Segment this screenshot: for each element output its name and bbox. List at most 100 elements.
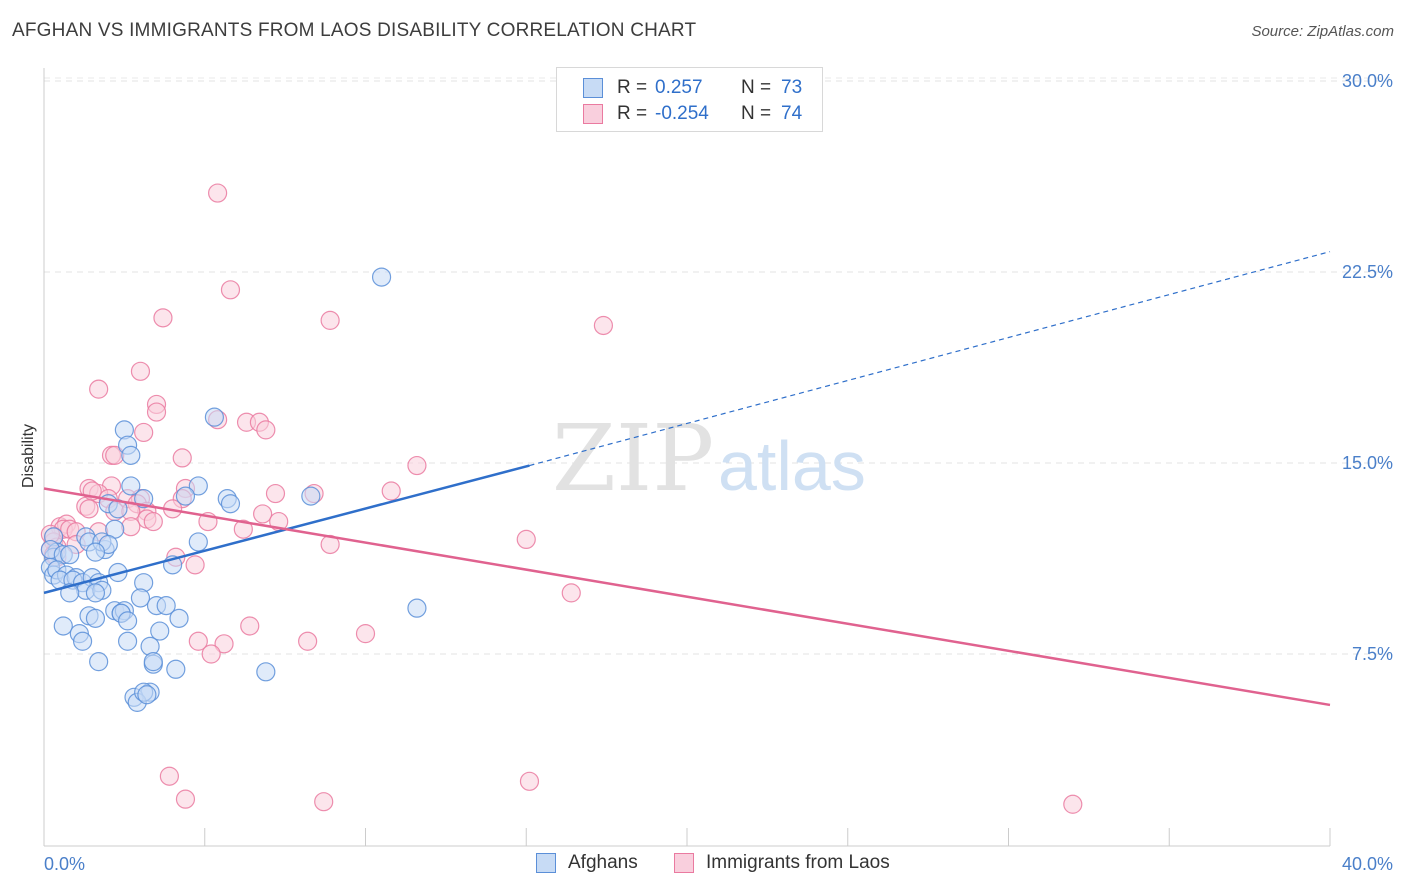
laos-point — [593, 315, 614, 336]
legend-swatch-laos — [583, 104, 603, 124]
afghans-trend-extension — [529, 251, 1331, 467]
y-tick-label: 7.5% — [1352, 644, 1393, 664]
laos-point — [256, 420, 276, 440]
bottom-legend-afghans: Afghans — [536, 852, 638, 874]
y-axis-label: Disability — [20, 424, 37, 488]
x-tick-label-max: 40.0% — [1342, 854, 1393, 874]
laos-point — [159, 766, 179, 786]
laos-point — [381, 481, 401, 501]
laos-point — [265, 483, 286, 504]
watermark-atlas: atlas — [718, 427, 866, 505]
laos-point — [172, 448, 192, 468]
legend-n-value: 73 — [781, 77, 803, 98]
y-tick-label: 22.5% — [1342, 262, 1393, 282]
grid-lines — [44, 77, 1390, 655]
x-ticks — [43, 828, 1331, 846]
afghans-point — [72, 631, 93, 651]
laos-point — [214, 634, 234, 654]
afghans-point — [85, 583, 106, 603]
afghans-point — [117, 611, 138, 631]
laos-point — [146, 402, 167, 422]
laos-point — [89, 379, 109, 399]
x-tick-label-min: 0.0% — [44, 854, 85, 874]
laos-point — [561, 583, 581, 603]
legend-n-value: 74 — [781, 103, 803, 124]
afghans-point — [188, 532, 208, 552]
afghans-point — [220, 494, 241, 514]
afghans-point — [175, 486, 196, 506]
bottom-legend-swatch-afghans — [536, 853, 556, 873]
afghans-point — [53, 616, 73, 636]
bottom-legend-laos: Immigrants from Laos — [674, 852, 890, 874]
afghans-point — [121, 445, 141, 465]
laos-point — [220, 280, 241, 300]
laos-point — [175, 789, 196, 809]
legend-r-label: R = — [617, 103, 648, 124]
laos-point — [130, 361, 151, 381]
laos-point — [208, 183, 228, 203]
laos-point — [253, 504, 273, 524]
laos-point — [355, 624, 376, 644]
afghans-point — [256, 662, 276, 682]
laos-point — [407, 455, 427, 476]
legend-r-value: -0.254 — [655, 103, 709, 124]
afghans-point — [85, 542, 106, 562]
source-label: Source: ZipAtlas.com — [1251, 23, 1394, 40]
afghans-point — [60, 545, 80, 565]
y-tick-labels: 7.5% 15.0% 22.5% 30.0% — [1342, 71, 1393, 664]
laos-point — [320, 310, 340, 330]
laos-trend-line — [43, 487, 1331, 707]
laos-point — [519, 771, 540, 791]
afghans-point — [301, 486, 321, 506]
legend-n-label: N = — [741, 103, 772, 124]
laos-point — [188, 631, 208, 651]
afghans-point — [166, 659, 186, 679]
afghans-point — [130, 588, 151, 608]
afghans-point — [117, 631, 138, 651]
afghans-point — [121, 476, 141, 496]
afghans-point — [156, 596, 176, 616]
laos-point — [185, 555, 205, 575]
laos-point — [298, 631, 318, 651]
afghans-point — [150, 621, 170, 641]
chart-title: AFGHAN VS IMMIGRANTS FROM LAOS DISABILIT… — [12, 20, 697, 41]
legend-row-afghans: R = 0.257 N = 73 — [583, 76, 802, 100]
laos-point — [1063, 794, 1083, 814]
laos-point — [240, 616, 260, 636]
trend-lines — [43, 251, 1331, 707]
afghans-point — [137, 685, 157, 705]
watermark: ZIP atlas — [552, 405, 866, 512]
laos-point — [233, 519, 253, 539]
bottom-legend-swatch-laos — [674, 853, 694, 873]
legend-n-label: N = — [741, 77, 772, 98]
afghans-points — [40, 267, 427, 712]
watermark-zip: ZIP — [552, 405, 714, 512]
afghans-point — [85, 608, 106, 628]
laos-point — [153, 308, 173, 328]
laos-point — [516, 529, 536, 550]
bottom-legend-label-afghans: Afghans — [568, 852, 638, 873]
laos-point — [121, 517, 141, 537]
laos-point — [134, 422, 154, 443]
stats-legend: R = 0.257 N = 73 R = -0.254 N = 74 — [556, 67, 823, 132]
afghans-point — [188, 476, 208, 496]
bottom-legend-label-laos: Immigrants from Laos — [706, 852, 890, 873]
legend-swatch-afghans — [583, 78, 603, 98]
afghans-point — [407, 598, 427, 618]
y-tick-label: 30.0% — [1342, 71, 1393, 91]
afghans-point — [89, 652, 109, 672]
laos-point — [201, 644, 221, 664]
laos-point — [79, 499, 99, 519]
legend-row-laos: R = -0.254 N = 74 — [583, 102, 802, 126]
legend-r-value: 0.257 — [655, 77, 703, 98]
afghans-point — [204, 407, 224, 427]
y-tick-label: 15.0% — [1342, 453, 1393, 473]
afghans-point — [134, 489, 154, 509]
afghans-point — [371, 267, 392, 287]
laos-point — [143, 511, 163, 532]
legend-r-label: R = — [617, 77, 648, 98]
afghans-point — [169, 608, 189, 628]
afghans-point — [143, 652, 163, 672]
laos-point — [314, 792, 334, 812]
